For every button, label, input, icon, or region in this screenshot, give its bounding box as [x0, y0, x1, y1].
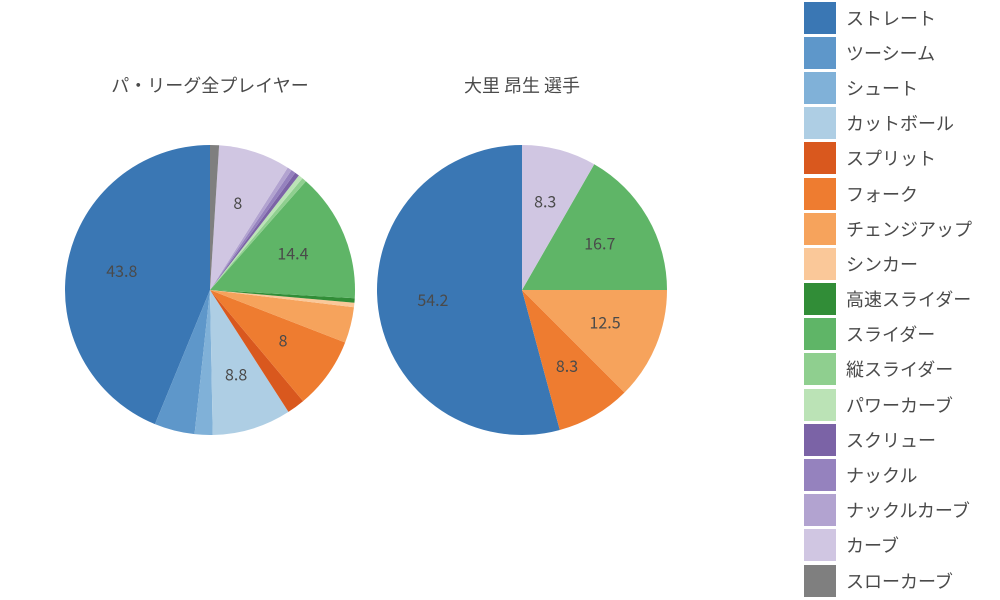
legend-label: シンカー — [836, 251, 918, 277]
legend-item: スクリュー — [804, 422, 972, 457]
legend-label: シュート — [836, 75, 918, 101]
legend-label: スクリュー — [836, 427, 936, 453]
legend-swatch — [804, 353, 836, 385]
legend-item: ツーシーム — [804, 35, 972, 70]
legend-swatch — [804, 529, 836, 561]
legend-item: ストレート — [804, 0, 972, 35]
pie-slice-label: 8.3 — [556, 353, 578, 377]
legend-item: スローカーブ — [804, 563, 972, 598]
legend-item: フォーク — [804, 176, 972, 211]
pie-slice-label: 8 — [233, 190, 242, 214]
legend-swatch — [804, 72, 836, 104]
legend-label: ナックルカーブ — [836, 497, 970, 523]
legend-item: シンカー — [804, 246, 972, 281]
pie-slice-label: 14.4 — [277, 241, 308, 265]
legend-item: パワーカーブ — [804, 387, 972, 422]
legend-item: カーブ — [804, 528, 972, 563]
legend-item: ナックルカーブ — [804, 493, 972, 528]
legend-item: シュート — [804, 70, 972, 105]
legend-swatch — [804, 37, 836, 69]
pie-slice-label: 12.5 — [590, 310, 621, 334]
legend-swatch — [804, 213, 836, 245]
legend-swatch — [804, 318, 836, 350]
legend-label: カットボール — [836, 110, 954, 136]
legend-swatch — [804, 142, 836, 174]
legend-item: スプリット — [804, 141, 972, 176]
legend-label: スライダー — [836, 321, 935, 347]
legend-label: ストレート — [836, 5, 936, 31]
pie-slice-label: 8.3 — [534, 188, 556, 212]
legend-swatch — [804, 2, 836, 34]
legend-swatch — [804, 283, 836, 315]
legend-label: 縦スライダー — [836, 356, 953, 382]
legend-swatch — [804, 248, 836, 280]
legend-label: スローカーブ — [836, 568, 953, 594]
legend-swatch — [804, 494, 836, 526]
legend-label: スプリット — [836, 145, 936, 171]
legend-swatch — [804, 107, 836, 139]
legend-label: ツーシーム — [836, 40, 935, 66]
legend-item: チェンジアップ — [804, 211, 972, 246]
pie-slice-label: 16.7 — [584, 230, 615, 254]
legend-label: 高速スライダー — [836, 286, 971, 312]
legend-label: ナックル — [836, 462, 917, 488]
pie-slice-label: 43.8 — [106, 258, 137, 282]
legend-item: カットボール — [804, 106, 972, 141]
chart-title-left: パ・リーグ全プレイヤー — [80, 72, 340, 98]
legend-item: スライダー — [804, 317, 972, 352]
legend-swatch — [804, 565, 836, 597]
legend-label: チェンジアップ — [836, 216, 972, 242]
legend-swatch — [804, 424, 836, 456]
legend-item: 縦スライダー — [804, 352, 972, 387]
legend: ストレートツーシームシュートカットボールスプリットフォークチェンジアップシンカー… — [804, 0, 972, 598]
legend-label: フォーク — [836, 181, 918, 207]
legend-label: カーブ — [836, 532, 899, 558]
pie-slice-label: 8.8 — [225, 361, 247, 385]
legend-swatch — [804, 459, 836, 491]
pie-slice-label: 8 — [279, 328, 288, 352]
legend-label: パワーカーブ — [836, 392, 953, 418]
chart-title-right: 大里 昂生 選手 — [392, 72, 652, 98]
legend-item: 高速スライダー — [804, 282, 972, 317]
legend-item: ナックル — [804, 457, 972, 492]
pie-slice-label: 54.2 — [417, 287, 448, 311]
legend-swatch — [804, 178, 836, 210]
legend-swatch — [804, 389, 836, 421]
